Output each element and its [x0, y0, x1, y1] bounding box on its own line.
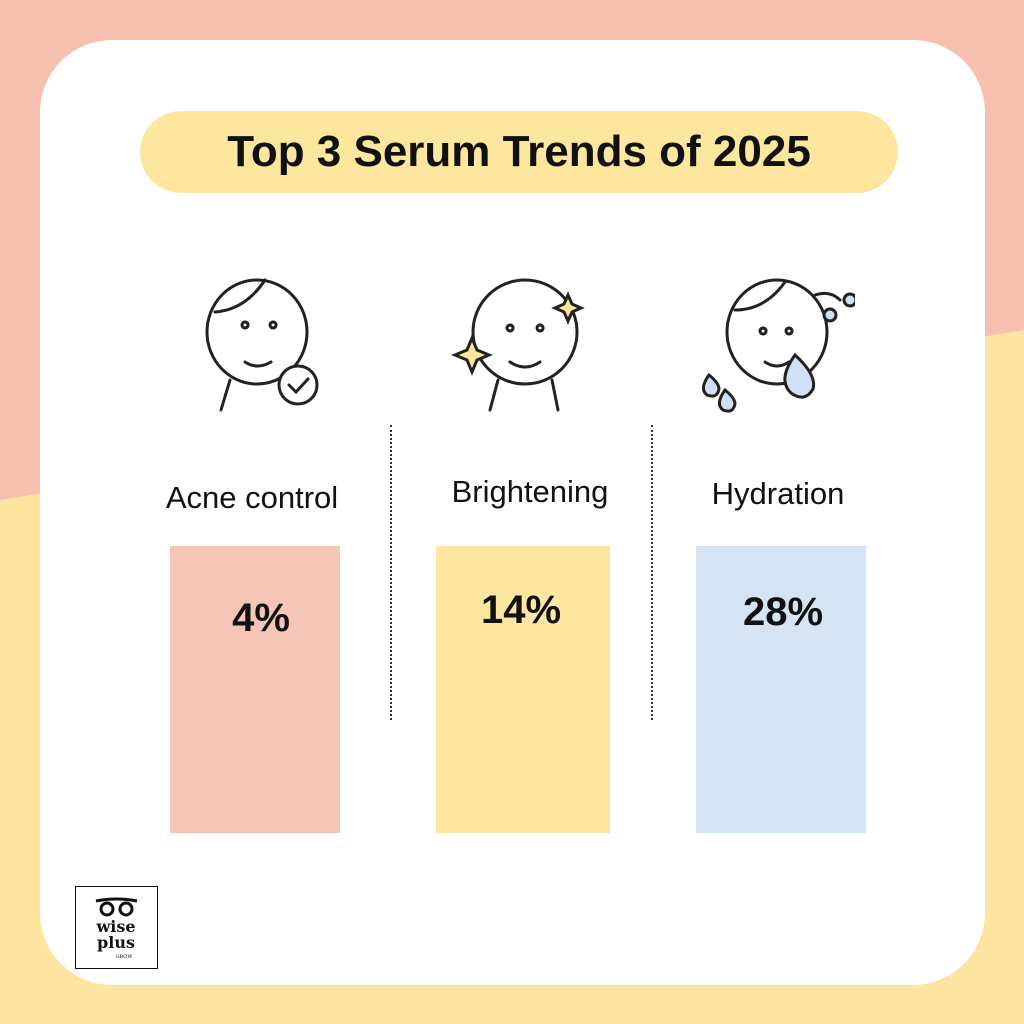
divider	[390, 425, 392, 720]
face-water-drops-icon	[702, 278, 855, 413]
wise-plus-logo: wise plus GROW	[75, 886, 158, 969]
face-checkmark-icon	[205, 278, 319, 412]
svg-text:GROW: GROW	[116, 954, 134, 960]
bar-brightening	[436, 546, 610, 833]
bar-acne-control	[170, 546, 340, 833]
page-title: Top 3 Serum Trends of 2025	[140, 111, 898, 193]
face-sparkle-icon	[451, 278, 585, 412]
svg-text:wise: wise	[95, 917, 135, 936]
category-label-brightening: Brightening	[451, 474, 609, 509]
value-label-brightening: 14%	[480, 588, 562, 632]
divider	[651, 425, 653, 720]
value-label-hydration: 28%	[742, 590, 824, 634]
category-label-hydration: Hydration	[711, 476, 845, 511]
svg-text:plus: plus	[97, 933, 135, 952]
category-label-acne-control: Acne control	[165, 480, 339, 515]
value-label-acne-control: 4%	[232, 596, 290, 640]
bar-hydration	[696, 546, 866, 833]
